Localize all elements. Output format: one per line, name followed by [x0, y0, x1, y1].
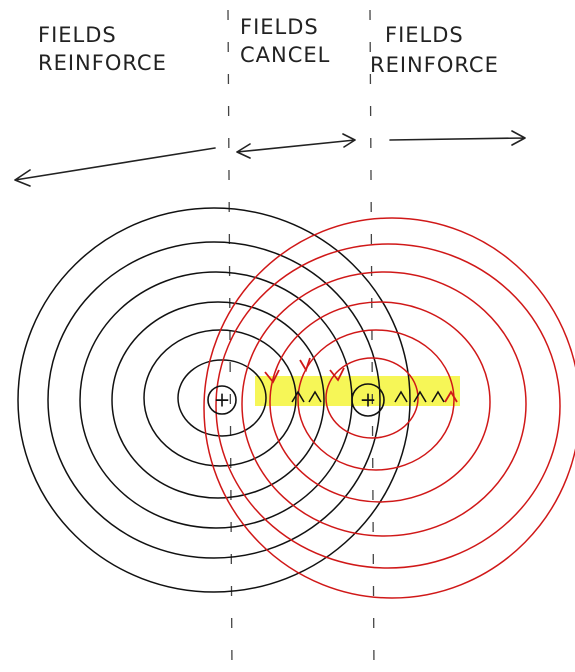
divider-right [369, 9, 375, 672]
red-loop [297, 329, 455, 471]
charge-label: + [214, 388, 231, 412]
red-arrowheads [264, 357, 458, 403]
label-line: FIELDS [38, 23, 117, 47]
arrow-double [236, 133, 356, 159]
red-loop [269, 301, 491, 503]
charge-label: + [360, 388, 377, 412]
red-loop [215, 243, 561, 569]
red-loop [203, 217, 575, 599]
arrow-right [389, 130, 526, 146]
black-loop [177, 359, 267, 437]
divider-left [227, 9, 233, 672]
axis-arrowheads [291, 390, 445, 403]
red-arrowhead-marks [264, 357, 458, 403]
black-loop [111, 301, 325, 499]
black-loop [17, 207, 411, 593]
black-field-lines [17, 207, 411, 593]
label-line: CANCEL [240, 43, 330, 67]
label-line: REINFORCE [38, 51, 167, 75]
charge-circle [207, 385, 237, 415]
arrow-left [14, 147, 216, 187]
charge-circle [351, 383, 385, 417]
label-line: REINFORCE [370, 53, 499, 77]
label-line: FIELDS [240, 15, 319, 39]
red-field-lines [203, 217, 575, 599]
red-loop [241, 271, 527, 537]
arrows [14, 130, 526, 187]
label-line: FIELDS [385, 23, 464, 47]
highlight [255, 376, 460, 406]
black-loop [47, 241, 381, 559]
arrowhead-marks [291, 390, 445, 403]
red-loop [325, 357, 419, 439]
